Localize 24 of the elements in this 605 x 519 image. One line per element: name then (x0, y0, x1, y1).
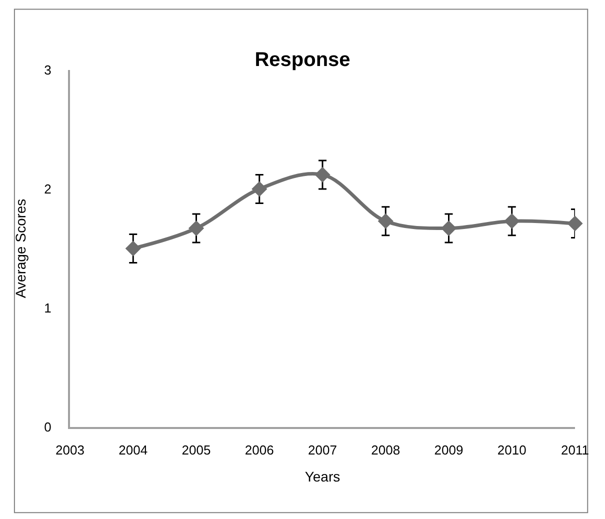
x-tick-label: 2011 (561, 442, 589, 458)
x-axis-title: Years (304, 468, 340, 484)
point (188, 220, 204, 236)
x-tick-label: 2008 (371, 442, 400, 458)
point (252, 181, 268, 197)
y-tick-label: 3 (44, 62, 52, 78)
x-tick-label: 2003 (56, 442, 84, 458)
point (567, 216, 583, 232)
x-tick-label: 2009 (434, 442, 464, 458)
x-tick-label: 2004 (118, 442, 148, 458)
x-tick-label: 2005 (182, 442, 211, 458)
point (504, 213, 520, 229)
y-tick-label: 2 (44, 182, 52, 197)
x-tick-label: 2007 (308, 442, 337, 458)
y-axis-title: Average Scores (12, 198, 28, 298)
x-tick-label: 2006 (244, 442, 274, 458)
y-tick-label: 0 (44, 420, 52, 435)
y-tick-label: 1 (44, 300, 52, 316)
point (440, 220, 457, 236)
x-tick-label: 2010 (497, 442, 526, 458)
point (125, 240, 141, 256)
chart-title: Response (254, 48, 350, 71)
point (378, 213, 394, 229)
point (314, 166, 330, 183)
